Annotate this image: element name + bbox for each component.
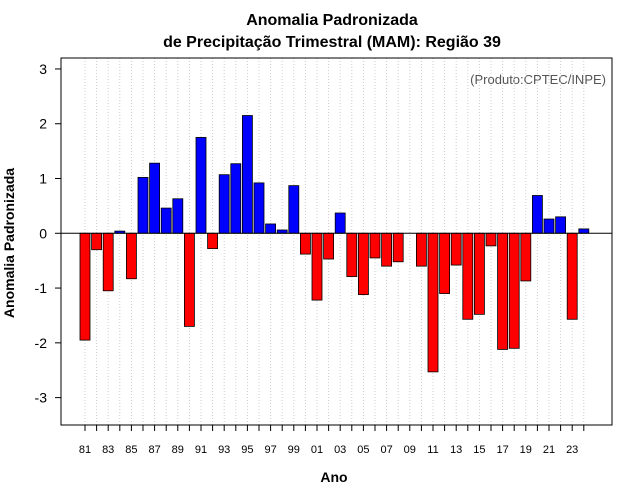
x-tick-label: 17 xyxy=(496,444,508,456)
x-tick-label: 83 xyxy=(102,444,114,456)
chart-title-line1: Anomalia Padronizada xyxy=(246,12,418,29)
bar-23 xyxy=(566,232,578,320)
x-tick-label: 81 xyxy=(79,444,91,456)
bar-07 xyxy=(381,232,393,267)
y-axis-title: Anomalia Padronizada xyxy=(1,168,17,318)
bar-00 xyxy=(299,232,311,255)
bar-22 xyxy=(555,216,566,234)
bar-99 xyxy=(288,185,300,234)
bar-13 xyxy=(450,232,462,266)
x-tick-label: 97 xyxy=(264,444,276,456)
x-tick-label: 93 xyxy=(218,444,230,456)
x-tick-label: 05 xyxy=(357,444,369,456)
x-tick-label: 99 xyxy=(288,444,300,456)
bar-06 xyxy=(369,232,381,259)
y-tick-label: 0 xyxy=(39,225,47,241)
x-tick-label: 07 xyxy=(380,444,392,456)
bar-15 xyxy=(473,232,485,315)
x-axis: 81 83 85 87 89 91 93 95 97 99 01 03 05 07 09 11 13 15 17 19… xyxy=(79,425,585,456)
bar-12 xyxy=(439,232,451,294)
bar-88 xyxy=(160,207,172,234)
bar-24 xyxy=(578,228,590,234)
x-axis-title: Ano xyxy=(320,469,347,485)
bar-93 xyxy=(218,174,230,234)
bar-14 xyxy=(462,232,474,320)
bar-01 xyxy=(311,232,323,301)
bar-21 xyxy=(543,218,555,234)
bar-97 xyxy=(265,223,277,234)
bar-11 xyxy=(427,232,439,373)
bar-89 xyxy=(172,198,184,234)
bar-08 xyxy=(392,232,404,263)
bar-90 xyxy=(183,232,195,327)
bar-91 xyxy=(195,137,207,234)
bar-92 xyxy=(207,232,219,250)
bar-94 xyxy=(230,163,242,234)
bar-04 xyxy=(346,232,358,277)
bar-82 xyxy=(91,232,102,251)
bars xyxy=(79,115,590,373)
x-tick-label: 89 xyxy=(172,444,184,456)
x-tick-label: 11 xyxy=(427,444,438,456)
credit-label: (Produto:CPTEC/INPE) xyxy=(470,72,606,87)
y-tick-label: -3 xyxy=(35,390,48,406)
y-tick-label: 1 xyxy=(39,171,47,187)
y-tick-label: -2 xyxy=(35,335,48,351)
bar-87 xyxy=(149,162,161,234)
chart-title-line2: de Precipitação Trimestral (MAM): Região… xyxy=(163,34,501,51)
bar-81 xyxy=(79,232,91,341)
y-tick-label: 3 xyxy=(39,61,47,77)
bar-02 xyxy=(323,232,335,260)
bar-10 xyxy=(415,232,427,267)
plot-frame xyxy=(60,57,613,426)
x-tick-label: 09 xyxy=(404,444,416,456)
x-tick-label: 15 xyxy=(473,444,485,456)
bar-17 xyxy=(497,232,509,350)
bar-20 xyxy=(532,195,543,234)
x-tick-label: 19 xyxy=(520,444,532,456)
bar-05 xyxy=(357,232,369,296)
x-tick-label: 87 xyxy=(148,444,160,456)
y-tick-label: -1 xyxy=(35,280,48,296)
x-tick-label: 95 xyxy=(241,444,253,456)
bar-19 xyxy=(520,232,532,282)
x-tick-label: 01 xyxy=(311,444,323,456)
bar-96 xyxy=(253,182,265,234)
bar-03 xyxy=(334,212,346,234)
y-tick-label: 2 xyxy=(39,116,47,132)
bar-18 xyxy=(508,232,520,349)
x-tick-label: 23 xyxy=(566,444,578,456)
x-tick-label: 13 xyxy=(450,444,462,456)
bar-85 xyxy=(126,232,137,280)
y-axis: -3 -2 -1 0 1 2 3 xyxy=(35,61,61,406)
bar-16 xyxy=(485,232,497,247)
bar-95 xyxy=(241,115,253,234)
x-tick-label: 85 xyxy=(125,444,137,456)
bar-83 xyxy=(102,232,114,292)
x-tick-label: 03 xyxy=(334,444,346,456)
x-tick-label: 91 xyxy=(195,444,207,456)
x-tick-label: 21 xyxy=(543,444,555,456)
bar-86 xyxy=(137,177,149,234)
